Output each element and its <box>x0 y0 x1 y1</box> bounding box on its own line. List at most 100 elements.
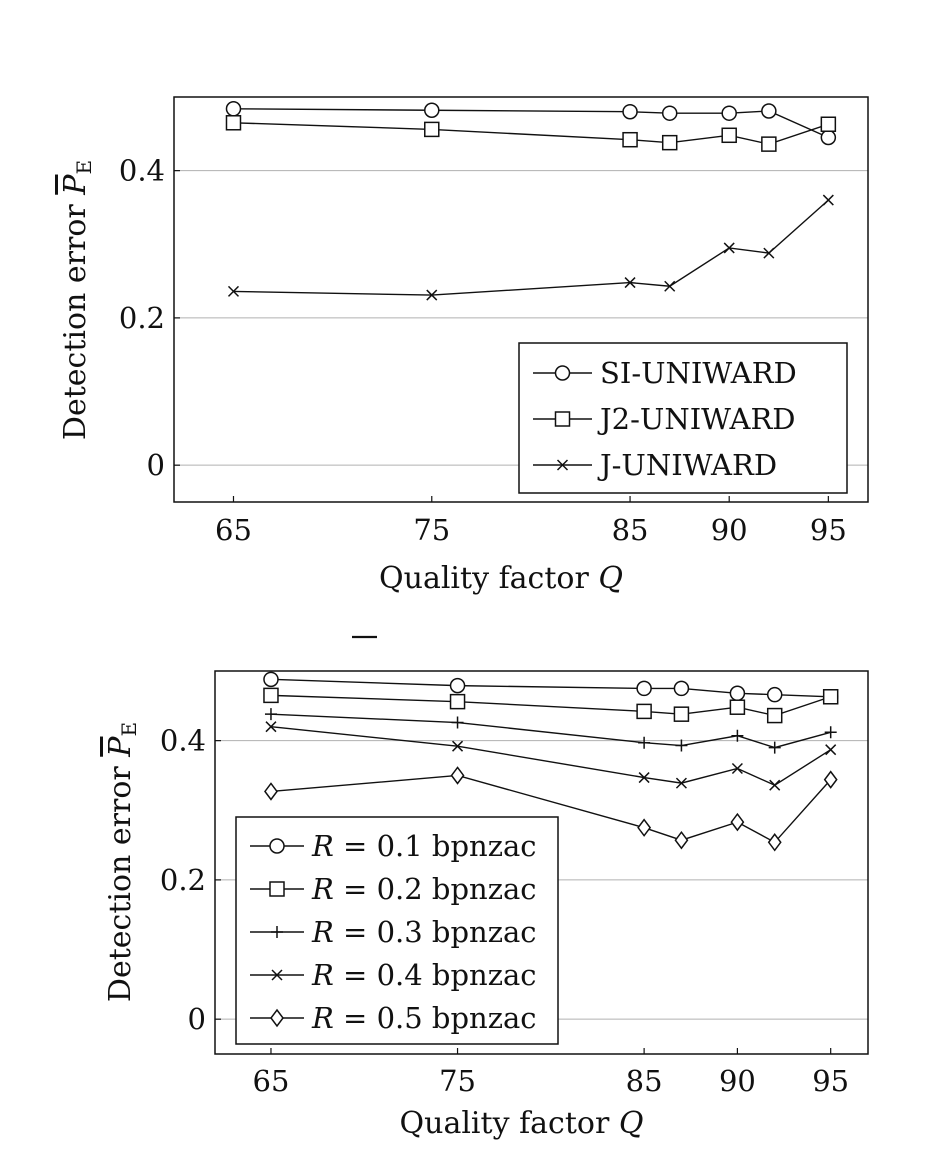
data-point <box>264 708 277 721</box>
legend-label: J-UNIWARD <box>597 448 777 482</box>
text-span: R <box>311 872 334 906</box>
x-tick-label: 90 <box>711 513 748 547</box>
legend-label: R = 0.4 bpnzac <box>311 958 537 992</box>
series-2 <box>225 115 837 152</box>
data-point <box>452 740 464 752</box>
data-point <box>449 693 466 710</box>
data-point <box>761 136 777 152</box>
data-point <box>768 741 781 754</box>
legend-marker <box>269 838 285 854</box>
legend-label: J2-UNIWARD <box>597 402 796 436</box>
text-span: SI-UNIWARD <box>600 356 797 390</box>
y-tick-label: 0.2 <box>119 301 165 335</box>
data-point <box>263 671 279 688</box>
data-point <box>767 833 782 852</box>
data-point <box>766 686 783 703</box>
series-line <box>270 678 831 698</box>
x-tick-label: 75 <box>439 1064 476 1098</box>
data-point <box>451 716 464 729</box>
data-point <box>638 772 650 784</box>
data-point <box>225 115 242 131</box>
data-point <box>637 818 652 837</box>
text-span: R <box>311 1001 334 1035</box>
data-point <box>731 729 744 742</box>
x-tick-label: 75 <box>413 513 450 547</box>
legend-label: R = 0.1 bpnzac <box>311 829 537 863</box>
data-point <box>622 131 638 148</box>
text-span: R <box>311 958 334 992</box>
text-span: R <box>311 829 334 863</box>
x-tick-label: 95 <box>810 513 847 547</box>
data-point <box>426 289 438 301</box>
data-point <box>638 736 651 749</box>
data-point <box>227 285 240 297</box>
series-1 <box>263 671 839 705</box>
text-span: = 0.4 bpnzac <box>334 958 537 992</box>
data-point <box>424 102 440 119</box>
data-point <box>624 277 636 289</box>
y-tick-label: 0.4 <box>160 724 206 758</box>
x-axis-label: Quality factor Q <box>400 1106 644 1141</box>
text-span: Q <box>619 1106 644 1141</box>
data-point <box>636 703 652 720</box>
data-point <box>823 770 838 789</box>
legend: SI-UNIWARD J2-UNIWARD J-UNIWARD <box>518 342 848 494</box>
data-point <box>263 687 279 704</box>
x-axis-label: Quality factor Q <box>379 561 623 596</box>
data-point <box>766 707 783 724</box>
series-4 <box>265 721 837 791</box>
text-span: Quality factor <box>400 1106 619 1141</box>
data-point <box>424 121 440 138</box>
text-span: = 0.3 bpnzac <box>334 915 537 949</box>
data-point <box>721 105 737 121</box>
plot-frame <box>214 670 869 1055</box>
data-point <box>449 677 466 694</box>
data-point <box>729 699 746 715</box>
text-span: R <box>311 915 334 949</box>
data-point <box>674 830 689 850</box>
data-point <box>450 766 465 785</box>
data-point <box>622 103 638 120</box>
data-point <box>824 726 837 739</box>
data-point <box>673 706 690 722</box>
legend-label: R = 0.5 bpnzac <box>311 1001 537 1035</box>
x-tick-label: 65 <box>253 1064 290 1098</box>
data-point <box>761 103 777 119</box>
x-tick-label: 95 <box>812 1064 849 1098</box>
series-line <box>233 122 829 145</box>
text-span: E <box>117 722 141 737</box>
legend-marker <box>270 1008 284 1028</box>
text-span: P <box>103 736 138 758</box>
text-span: Detection error <box>103 757 138 1002</box>
x-tick-label: 85 <box>612 513 649 547</box>
series-1 <box>225 101 837 146</box>
text-span: Quality factor <box>379 561 598 596</box>
text-span: Q <box>598 561 623 596</box>
plot-frame <box>173 96 869 503</box>
y-axis-label: Detection error PE <box>58 160 96 440</box>
text-span: = 0.2 bpnzac <box>334 872 537 906</box>
text-span: P <box>58 174 93 196</box>
data-point <box>673 680 690 697</box>
data-point <box>664 280 676 292</box>
x-tick-label: 90 <box>719 1064 756 1098</box>
data-point <box>264 782 278 801</box>
text-span: Detection error <box>58 195 93 440</box>
legend-marker <box>271 969 283 981</box>
legend-marker <box>554 411 571 427</box>
y-tick-label: 0 <box>147 448 165 482</box>
data-point <box>265 721 277 733</box>
data-point <box>661 134 678 151</box>
series-2 <box>263 687 839 724</box>
y-axis-label: Detection error PE <box>103 722 141 1002</box>
data-point <box>822 194 834 206</box>
data-point <box>820 116 837 132</box>
text-span: J-UNIWARD <box>597 448 777 482</box>
series-3 <box>227 194 834 301</box>
data-point <box>731 762 743 775</box>
series-5 <box>264 766 838 852</box>
data-point <box>723 242 735 254</box>
series-line <box>233 108 829 139</box>
y-tick-label: 0.4 <box>119 154 165 188</box>
legend-marker <box>556 459 569 471</box>
